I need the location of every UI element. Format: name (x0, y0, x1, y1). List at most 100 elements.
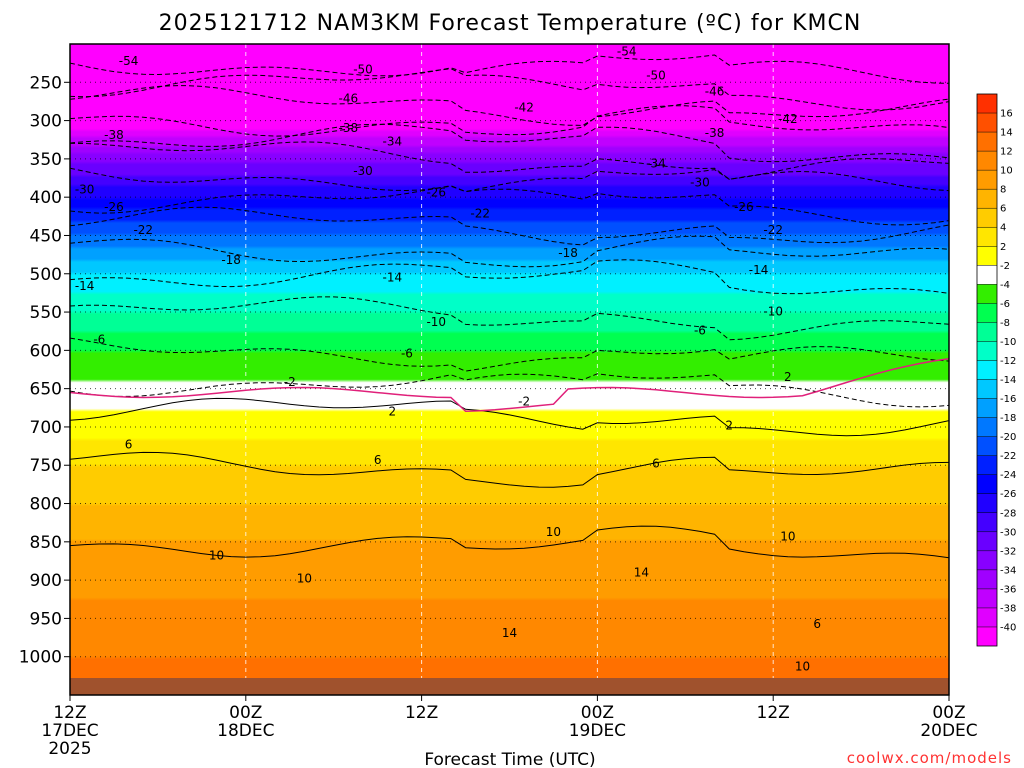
contour-label: -10 (763, 304, 783, 318)
colorbar: -40-38-36-34-32-30-28-26-24-22-20-18-16-… (976, 93, 1016, 647)
isotherm-line (70, 105, 949, 137)
x-tick-label: 00Z (932, 703, 965, 723)
y-tick-label: 600 (30, 341, 62, 361)
x-tick-date: 18DEC (217, 721, 274, 741)
contour-label: -42 (778, 112, 798, 126)
contour-label: -50 (646, 68, 666, 82)
colorbar-swatch (977, 189, 997, 209)
contour-label: -6 (401, 346, 413, 360)
contour-label: 6 (374, 453, 382, 467)
y-tick-label: 700 (30, 418, 62, 438)
contour-label: 2 (725, 418, 733, 432)
y-tick-label: 1000 (19, 648, 62, 668)
colorbar-swatch (977, 626, 997, 646)
contour-label: 10 (795, 660, 810, 674)
colorbar-swatch (977, 303, 997, 323)
y-tick-label: 350 (30, 150, 62, 170)
contour-label: -42 (514, 101, 534, 115)
colorbar-label: 2 (1000, 242, 1006, 253)
contour-label: -30 (75, 183, 95, 197)
contour-label: -50 (353, 62, 373, 76)
colorbar-label: -14 (1000, 375, 1016, 386)
y-tick-label: 450 (30, 226, 62, 246)
contour-label: -6 (694, 323, 706, 337)
y-tick-label: 550 (30, 303, 62, 323)
x-tick-date: 17DEC (41, 721, 98, 741)
contour-label: -46 (339, 91, 359, 105)
contour-label: 6 (125, 438, 133, 452)
colorbar-label: 16 (1000, 109, 1013, 120)
contour-label: 14 (634, 565, 649, 579)
contour-label: -30 (353, 164, 373, 178)
colorbar-frame (976, 93, 998, 647)
colorbar-swatch (977, 417, 997, 437)
contour-label: -2 (284, 375, 296, 389)
colorbar-label: -4 (1000, 280, 1010, 291)
colorbar-swatch (977, 208, 997, 228)
x-axis-label: Forecast Time (UTC) (424, 750, 595, 768)
x-tick-label: 12Z (53, 703, 86, 723)
contour-label: -54 (617, 45, 637, 59)
contour-label: -22 (763, 223, 783, 237)
colorbar-label: -8 (1000, 318, 1010, 329)
contour-label: -2 (518, 395, 530, 409)
colorbar-swatch (977, 284, 997, 304)
colorbar-label: 10 (1000, 166, 1013, 177)
colorbar-swatch (977, 246, 997, 266)
contour-label: -26 (734, 200, 754, 214)
colorbar-swatch (977, 170, 997, 190)
contour-label: -6 (93, 333, 105, 347)
contour-label: 6 (652, 457, 660, 471)
isotherm-line (70, 68, 949, 111)
colorbar-label: -2 (1000, 261, 1010, 272)
y-tick-label: 250 (30, 73, 62, 93)
colorbar-swatch (977, 151, 997, 171)
contour-label: 2 (388, 405, 396, 419)
y-tick-label: 500 (30, 265, 62, 285)
contour-label: -34 (382, 134, 402, 148)
contour-label: -14 (382, 271, 402, 285)
isotherm-line (70, 397, 949, 437)
colorbar-label: 6 (1000, 204, 1006, 215)
colorbar-label: -20 (1000, 432, 1016, 443)
contour-label: -26 (426, 186, 446, 200)
colorbar-swatch (977, 94, 997, 114)
contour-label: -34 (646, 156, 666, 170)
isotherm-line (70, 451, 949, 488)
contour-labels: -54 -50 -46 -42 -54 -50 -46 -42 -38 -38 -38 -34 -34 -… (75, 45, 821, 674)
y-tick-label: 850 (30, 533, 62, 553)
colorbar-label: -34 (1000, 565, 1016, 576)
colorbar-swatch (977, 436, 997, 456)
colorbar-label: -38 (1000, 603, 1016, 614)
contour-label: 10 (297, 572, 312, 586)
colorbar-label: -12 (1000, 356, 1016, 367)
colorbar-swatch (977, 550, 997, 570)
colorbar-label: -24 (1000, 470, 1016, 481)
isotherm-line (70, 206, 949, 246)
isotherm-line (70, 235, 949, 268)
x-tick-date: 20DEC (920, 721, 977, 741)
colorbar-swatch (977, 493, 997, 513)
colorbar-swatch (977, 322, 997, 342)
y-tick-label: 300 (30, 112, 62, 132)
chart-title: 2025121712 NAM3KM Forecast Temperature (… (159, 11, 862, 36)
colorbar-label: -18 (1000, 413, 1016, 424)
contour-label: -38 (104, 128, 124, 142)
isotherm-line (70, 54, 949, 84)
y-axis: 250 300 350 400 450 500 550 600 650 700 750 800 850 9… (19, 73, 70, 668)
colorbar-label: -32 (1000, 546, 1016, 557)
contour-label: -14 (749, 263, 769, 277)
colorbar-swatch (977, 455, 997, 475)
x-tick-year: 2025 (48, 739, 91, 759)
contour-label: -10 (426, 315, 446, 329)
contour-label: -46 (705, 84, 725, 98)
isotherm-line (70, 337, 949, 372)
colorbar-swatch (977, 512, 997, 532)
contour-label: -26 (104, 200, 124, 214)
colorbar-label: -28 (1000, 508, 1016, 519)
contour-label: -38 (339, 121, 359, 135)
y-tick-label: 750 (30, 456, 62, 476)
contour-label: -22 (470, 206, 490, 220)
colorbar-label: 4 (1000, 223, 1006, 234)
